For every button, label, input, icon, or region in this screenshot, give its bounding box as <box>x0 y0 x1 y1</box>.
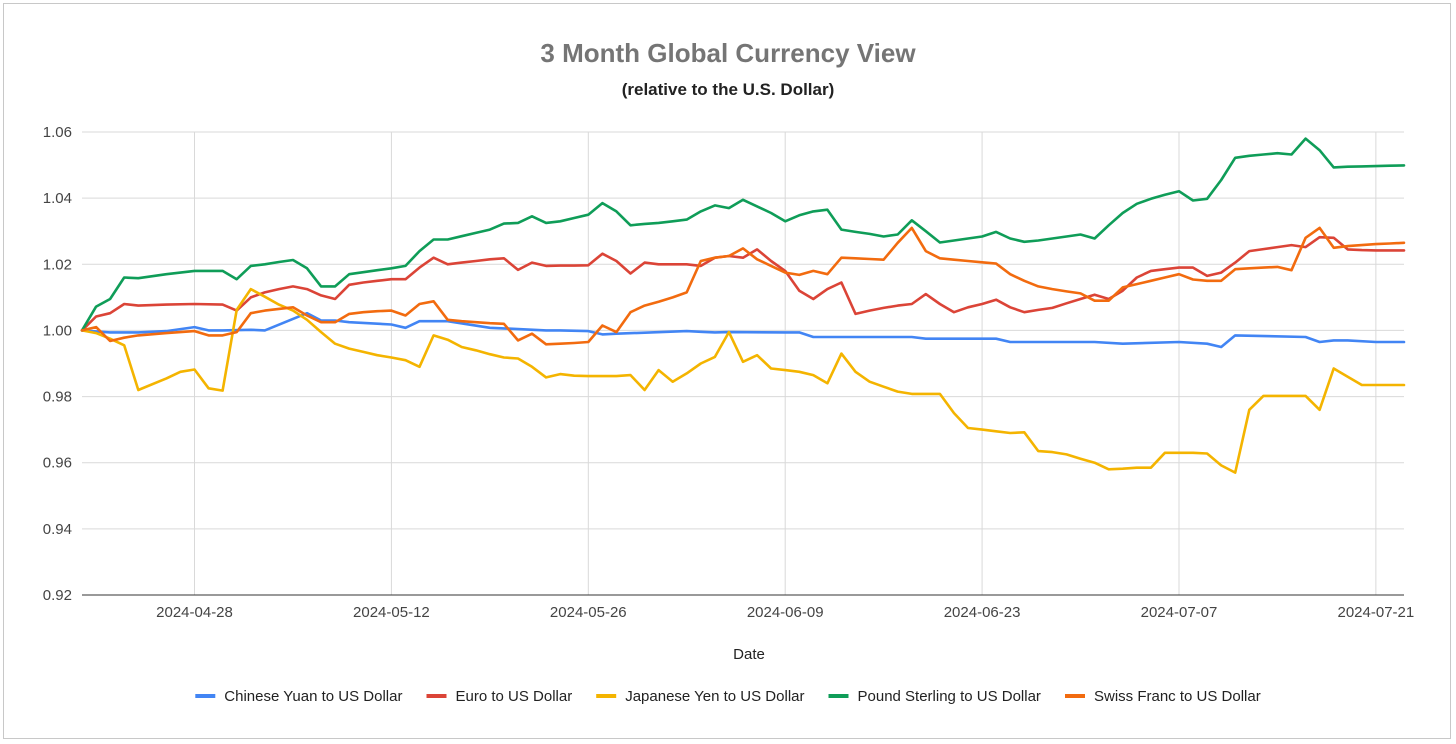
series-line-japanese-yen-to-us-dollar <box>80 287 1406 474</box>
x-tick-label: 2024-07-07 <box>1141 604 1218 621</box>
legend-label: Pound Sterling to US Dollar <box>858 688 1041 705</box>
legend-item: Pound Sterling to US Dollar <box>828 688 1041 705</box>
legend-label: Japanese Yen to US Dollar <box>625 688 804 705</box>
axis-layer: 0.92 0.94 0.96 0.98 1.00 1.02 1.04 1.06 2024-04-… <box>43 124 1414 621</box>
grid-layer <box>82 131 1404 595</box>
series-layer <box>80 137 1406 474</box>
y-tick-label: 0.92 <box>43 587 72 604</box>
x-tick-label: 2024-06-09 <box>747 604 824 621</box>
series-line-chinese-yuan-to-us-dollar <box>80 311 1406 349</box>
series-line-swiss-franc-to-us-dollar <box>80 226 1406 346</box>
y-tick-label: 0.98 <box>43 389 72 406</box>
x-axis-title: Date <box>733 646 765 663</box>
y-tick-label: 1.06 <box>43 124 72 141</box>
legend-label: Swiss Franc to US Dollar <box>1094 688 1261 705</box>
x-tick-label: 2024-06-23 <box>944 604 1021 621</box>
y-tick-label: 1.04 <box>43 190 72 207</box>
y-tick-label: 1.02 <box>43 256 72 273</box>
legend-item: Swiss Franc to US Dollar <box>1065 688 1261 705</box>
legend-item: Euro to US Dollar <box>426 688 573 705</box>
x-tick-label: 2024-05-12 <box>353 604 430 621</box>
y-tick-label: 1.00 <box>43 322 72 339</box>
chart-svg: 3 Month Global Currency View (relative t… <box>43 38 1414 705</box>
x-tick-label: 2024-05-26 <box>550 604 627 621</box>
y-tick-label: 0.94 <box>43 521 72 538</box>
legend-label: Euro to US Dollar <box>456 688 573 705</box>
legend-item: Chinese Yuan to US Dollar <box>195 688 402 705</box>
x-tick-label: 2024-04-28 <box>156 604 233 621</box>
series-line-pound-sterling-to-us-dollar <box>80 137 1406 332</box>
legend-label: Chinese Yuan to US Dollar <box>224 688 402 705</box>
x-tick-label: 2024-07-21 <box>1338 604 1415 621</box>
chart-frame: 3 Month Global Currency View (relative t… <box>3 3 1451 739</box>
y-tick-label: 0.96 <box>43 455 72 472</box>
chart-title: 3 Month Global Currency View <box>540 38 916 68</box>
chart-subtitle: (relative to the U.S. Dollar) <box>622 80 835 99</box>
legend-item: Japanese Yen to US Dollar <box>596 688 804 705</box>
legend: Chinese Yuan to US Dollar Euro to US Doll… <box>195 688 1261 705</box>
series-line-euro-to-us-dollar <box>80 235 1406 332</box>
